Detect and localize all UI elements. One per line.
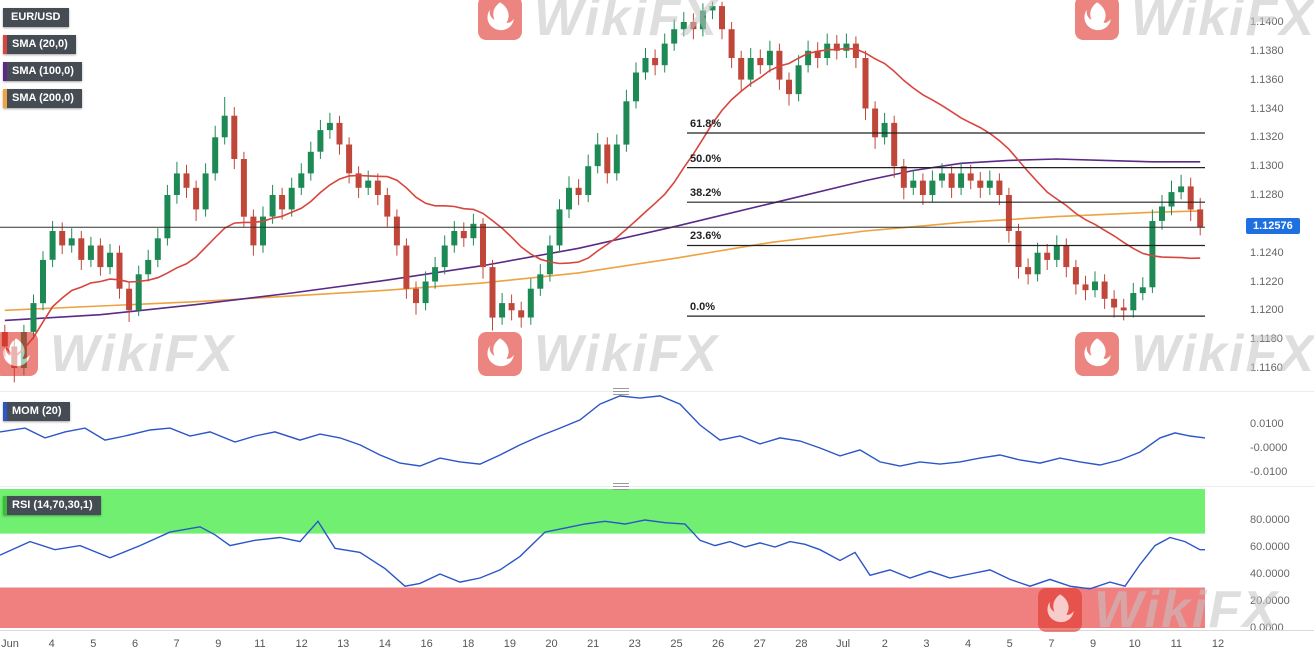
time-axis-label: 28 (795, 638, 808, 650)
time-axis-label: 16 (420, 638, 433, 650)
price-chart-canvas[interactable] (0, 0, 1314, 392)
axis-tick: 0.0000 (1250, 622, 1284, 634)
indicator-chip-sma200[interactable]: SMA (200,0) (3, 89, 82, 108)
axis-tick: 1.1240 (1250, 247, 1284, 259)
axis-tick: 1.1280 (1250, 189, 1284, 201)
time-axis-label: 11 (1170, 638, 1183, 650)
fib-level-label: 50.0% (690, 153, 722, 165)
axis-tick: 1.1200 (1250, 304, 1284, 316)
time-axis-label: 7 (173, 638, 180, 650)
momentum-chart-canvas[interactable] (0, 395, 1205, 480)
fib-level-label: 23.6% (690, 230, 722, 242)
time-axis-label: 20 (545, 638, 558, 650)
time-axis-label: 9 (215, 638, 222, 650)
axis-tick: 1.1400 (1250, 16, 1284, 28)
time-axis-label: 21 (587, 638, 600, 650)
fib-level-label: 38.2% (690, 187, 722, 199)
axis-tick: 0.0100 (1250, 418, 1284, 430)
time-axis-label: 5 (1006, 638, 1013, 650)
time-axis-label: 9 (1089, 638, 1097, 650)
axis-tick: 1.1300 (1250, 160, 1284, 172)
axis-tick: 1.1320 (1250, 131, 1284, 143)
time-axis-label: 14 (378, 638, 392, 650)
axis-tick: 1.1380 (1250, 45, 1284, 57)
indicator-label: SMA (100,0) (12, 65, 74, 77)
time-axis-label: 25 (670, 638, 683, 650)
time-axis-label: 5 (90, 638, 97, 650)
time-axis-label: 11 (254, 638, 266, 650)
time-axis-label: 10 (1128, 638, 1141, 650)
time-axis-label: 2 (881, 638, 888, 650)
last-price-badge: 1.12576 (1246, 218, 1300, 234)
indicator-label: RSI (14,70,30,1) (12, 499, 93, 511)
axis-tick: 1.1220 (1250, 276, 1284, 288)
time-axis-label: 6 (131, 638, 139, 650)
indicator-label: SMA (200,0) (12, 92, 74, 104)
panel-resize-grip[interactable] (613, 483, 629, 490)
last-price-value: 1.12576 (1253, 220, 1293, 232)
symbol-label: EUR/USD (11, 11, 61, 23)
time-axis-label: 27 (753, 638, 766, 650)
axis-tick: 1.1360 (1250, 74, 1284, 86)
indicator-chip-sma20[interactable]: SMA (20,0) (3, 35, 76, 54)
indicator-chip-rsi[interactable]: RSI (14,70,30,1) (3, 496, 101, 515)
symbol-legend-chip[interactable]: EUR/USD (3, 8, 69, 27)
time-axis[interactable]: Jun 4 5 6 7 9 11 12 13 14 16 18 19 20 21 23 25 26 27 28 Jul 2… (0, 630, 1314, 656)
indicator-chip-mom[interactable]: MOM (20) (3, 402, 70, 421)
panel-divider (0, 486, 1314, 487)
indicator-chip-sma100[interactable]: SMA (100,0) (3, 62, 82, 81)
time-axis-label: 3 (923, 638, 930, 650)
indicator-label: SMA (20,0) (12, 38, 68, 50)
rsi-chart-canvas[interactable] (0, 489, 1205, 630)
fib-level-label: 0.0% (690, 301, 716, 313)
axis-tick: 40.0000 (1250, 568, 1290, 580)
axis-tick: -0.0000 (1250, 442, 1288, 454)
axis-tick: 80.0000 (1250, 514, 1290, 526)
axis-tick: 20.0000 (1250, 595, 1290, 607)
axis-tick: -0.0100 (1250, 466, 1288, 478)
time-axis-label: 23 (628, 638, 641, 650)
time-axis-label: 4 (965, 638, 972, 650)
time-axis-label: 13 (337, 638, 350, 650)
time-axis-label: Jun (1, 638, 19, 650)
indicator-label: MOM (20) (12, 405, 62, 417)
time-axis-label: 12 (1211, 638, 1225, 650)
axis-tick: 60.0000 (1250, 541, 1290, 553)
time-axis-label: 12 (295, 638, 308, 650)
time-axis-label: 19 (503, 638, 517, 650)
time-axis-label: 7 (1048, 638, 1055, 650)
axis-tick: 1.1340 (1250, 103, 1284, 115)
time-axis-label: Jul (836, 638, 851, 650)
axis-tick: 1.1160 (1250, 362, 1283, 374)
time-axis-label: 18 (462, 638, 475, 650)
panel-divider (0, 391, 1314, 392)
fib-level-label: 61.8% (690, 118, 722, 130)
axis-tick: 1.1180 (1250, 333, 1283, 345)
time-axis-label: 4 (48, 638, 55, 650)
price-axis[interactable]: 1.1400 1.1380 1.1360 1.1340 1.1320 1.1300 1.12… (1205, 0, 1314, 634)
time-axis-label: 26 (711, 638, 725, 650)
panel-resize-grip[interactable] (613, 388, 629, 395)
